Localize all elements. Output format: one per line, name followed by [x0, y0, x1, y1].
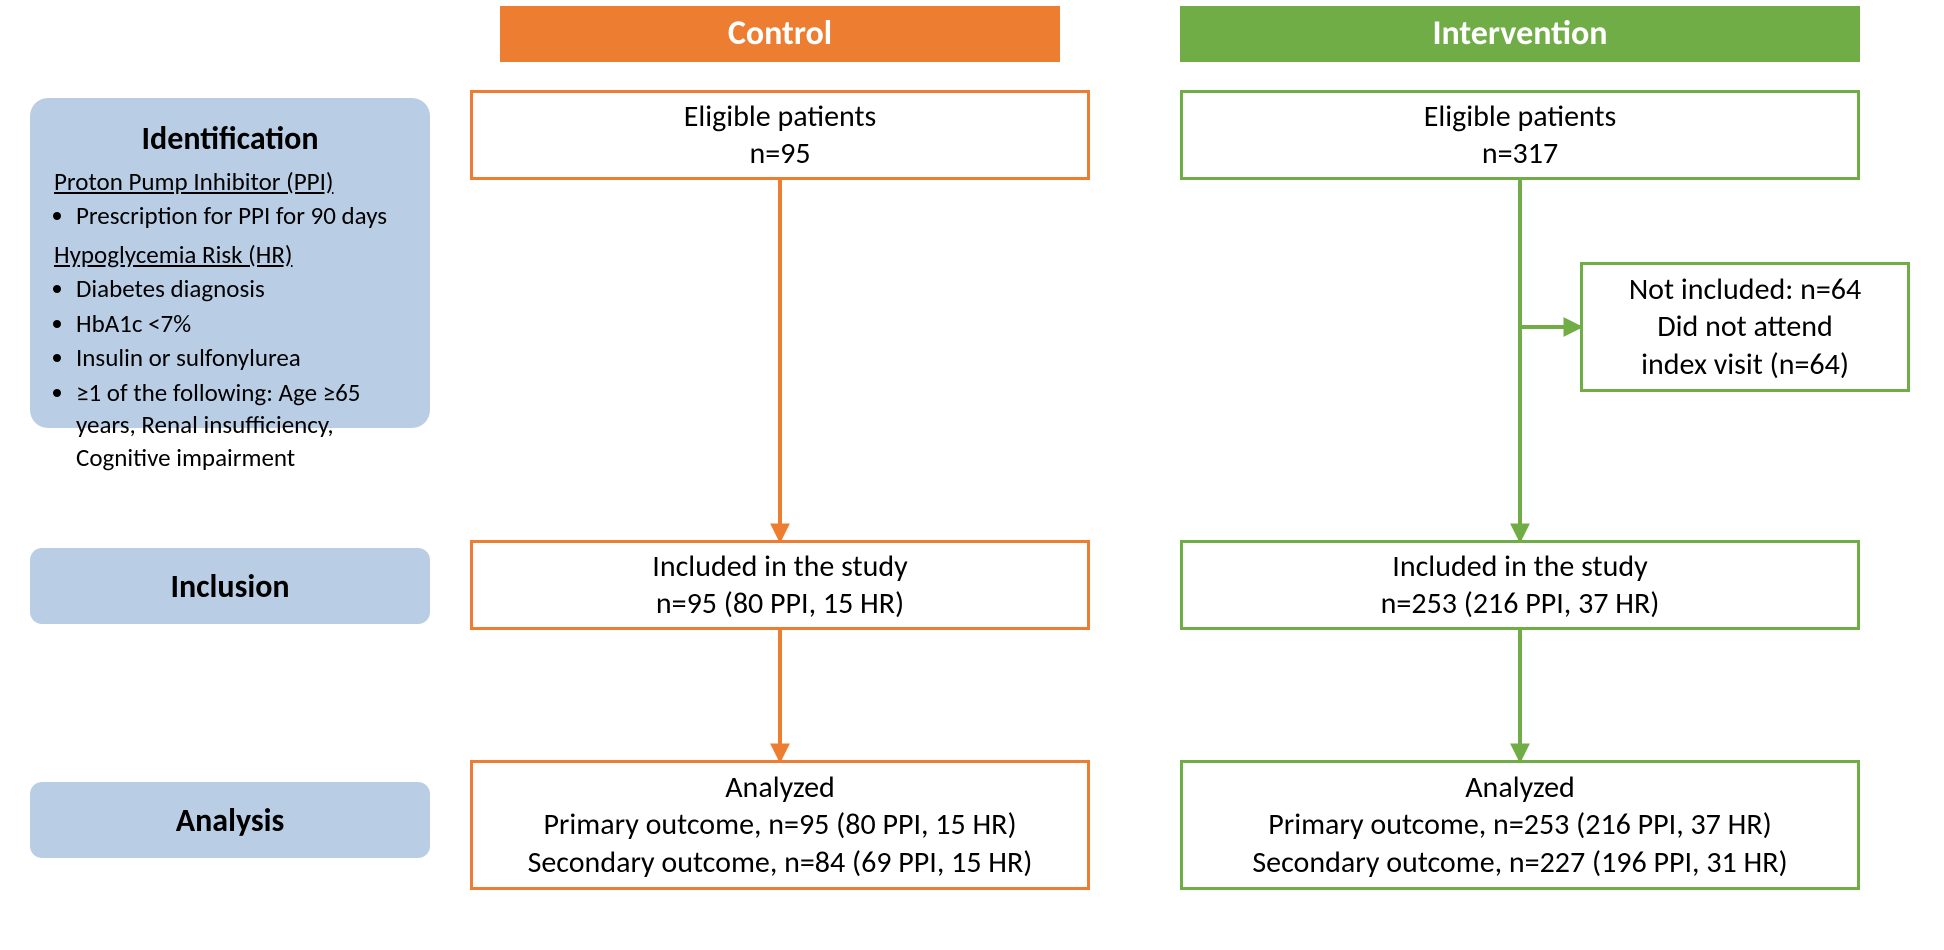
identification-hr-item-0: Diabetes diagnosis	[76, 273, 406, 306]
intervention-excluded-line3: index visit (n=64)	[1641, 346, 1849, 384]
control-eligible: Eligible patients n=95	[470, 90, 1090, 180]
control-analyzed-line3: Secondary outcome, n=84 (69 PPI, 15 HR)	[528, 844, 1033, 882]
identification-hr-heading: Hypoglycemia Risk (HR)	[54, 239, 406, 272]
control-eligible-line1: Eligible patients	[684, 98, 877, 136]
intervention-eligible: Eligible patients n=317	[1180, 90, 1860, 180]
identification-hr-item-3: ≥1 of the following: Age ≥65 years, Rena…	[76, 377, 406, 475]
flowchart-stage: Control Intervention Identification Prot…	[0, 0, 1944, 950]
control-analyzed: Analyzed Primary outcome, n=95 (80 PPI, …	[470, 760, 1090, 890]
header-intervention-label: Intervention	[1432, 13, 1607, 56]
header-intervention: Intervention	[1180, 6, 1860, 62]
intervention-excluded-line1: Not included: n=64	[1629, 271, 1861, 309]
phase-identification: Identification Proton Pump Inhibitor (PP…	[30, 98, 430, 428]
control-analyzed-line2: Primary outcome, n=95 (80 PPI, 15 HR)	[543, 806, 1016, 844]
phase-inclusion-label: Inclusion	[170, 567, 289, 606]
phase-analysis-label: Analysis	[176, 801, 285, 840]
identification-title: Identification	[54, 118, 406, 160]
control-included: Included in the study n=95 (80 PPI, 15 H…	[470, 540, 1090, 630]
control-included-line1: Included in the study	[652, 548, 907, 586]
control-eligible-line2: n=95	[749, 135, 810, 173]
identification-hr-list: Diabetes diagnosis HbA1c <7% Insulin or …	[54, 273, 406, 474]
phase-inclusion: Inclusion	[30, 548, 430, 624]
intervention-included-line1: Included in the study	[1392, 548, 1647, 586]
identification-hr-item-1: HbA1c <7%	[76, 308, 406, 341]
intervention-analyzed-line2: Primary outcome, n=253 (216 PPI, 37 HR)	[1268, 806, 1772, 844]
header-control: Control	[500, 6, 1060, 62]
control-included-line2: n=95 (80 PPI, 15 HR)	[656, 585, 904, 623]
intervention-included: Included in the study n=253 (216 PPI, 37…	[1180, 540, 1860, 630]
intervention-analyzed: Analyzed Primary outcome, n=253 (216 PPI…	[1180, 760, 1860, 890]
intervention-eligible-line2: n=317	[1482, 135, 1558, 173]
identification-ppi-item-0: Prescription for PPI for 90 days	[76, 200, 406, 233]
header-control-label: Control	[728, 13, 832, 56]
intervention-analyzed-line3: Secondary outcome, n=227 (196 PPI, 31 HR…	[1252, 844, 1787, 882]
intervention-eligible-line1: Eligible patients	[1424, 98, 1617, 136]
control-analyzed-line1: Analyzed	[725, 769, 835, 807]
identification-ppi-heading: Proton Pump Inhibitor (PPI)	[54, 166, 406, 199]
identification-ppi-list: Prescription for PPI for 90 days	[54, 200, 406, 233]
intervention-excluded: Not included: n=64 Did not attend index …	[1580, 262, 1910, 392]
phase-analysis: Analysis	[30, 782, 430, 858]
intervention-included-line2: n=253 (216 PPI, 37 HR)	[1381, 585, 1660, 623]
intervention-analyzed-line1: Analyzed	[1465, 769, 1575, 807]
intervention-excluded-line2: Did not attend	[1657, 308, 1833, 346]
identification-hr-item-2: Insulin or sulfonylurea	[76, 342, 406, 375]
